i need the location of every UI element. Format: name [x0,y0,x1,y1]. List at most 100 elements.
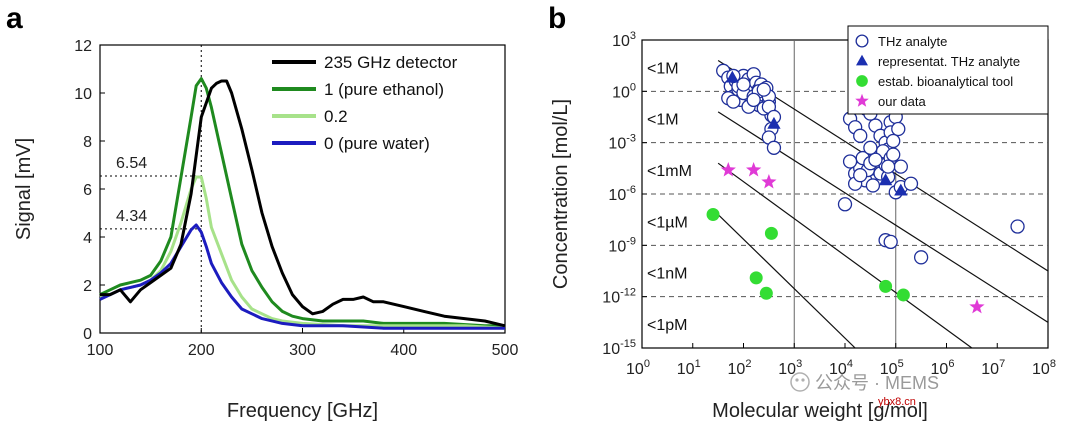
data-point [720,162,736,177]
y-tick-label: 10-6 [608,184,636,204]
data-point [913,250,929,265]
annotation-label: 4.34 [116,208,147,225]
diagonal-line [717,214,856,348]
data-point [766,140,782,155]
watermark-icon-dot [801,378,805,382]
x-axis-label: Frequency [GHz] [227,400,378,422]
legend-label: 1 (pure ethanol) [324,80,444,99]
data-point [883,234,898,250]
y-tick-label: 10-12 [602,287,636,307]
data-point [880,159,896,174]
x-tick-label: 106 [931,358,955,378]
y-tick-label: 103 [612,30,636,50]
data-point [837,197,853,212]
panel-label-a: a [6,2,23,35]
data-point [759,286,773,300]
concentration-label: <1M [647,112,679,129]
chart-a: 100 200 300 400 500 0 2 4 6 8 10 12 Frequency [GHz] S… [13,38,518,422]
data-point [896,288,910,302]
x-tick-label: 300 [289,342,316,359]
data-point [879,279,893,293]
data-point [725,70,739,83]
data-point [761,174,777,189]
x-tick-label: 400 [390,342,417,359]
watermark-text: 公众号 · MEMS [815,373,939,393]
x-tick-label: 200 [188,342,215,359]
series-line [100,79,506,328]
panel-label-b: b [548,2,566,35]
legend-marker [855,34,869,48]
data-point [853,168,868,183]
x-tick-label: 100 [626,358,650,378]
y-tick-label: 12 [74,38,92,55]
legend-label: representat. THz analyte [878,54,1020,69]
data-point [891,121,906,137]
data-point [1010,219,1025,234]
legend-marker [855,93,869,107]
data-point [767,116,781,129]
data-point [764,226,778,240]
legend-label: estab. bioanalytical tool [878,74,1013,89]
data-point [706,208,720,222]
y-tick-label: 6 [83,182,92,199]
y-tick-label: 100 [612,81,636,101]
x-tick-label: 107 [981,358,1005,378]
y-tick-label: 10 [74,86,92,103]
data-point [894,183,908,196]
data-point [746,92,761,108]
watermark-icon [790,372,810,392]
y-tick-label: 2 [83,278,92,295]
x-tick-label: 102 [728,358,752,378]
data-point [863,140,878,155]
legend-label: our data [878,94,926,109]
data-point [726,94,741,109]
legend-marker [856,54,868,66]
legend-marker [856,75,868,87]
data-point [969,298,985,314]
data-point [746,162,762,177]
data-point [749,271,763,285]
y-tick-label: 4 [83,230,92,247]
y-axis-label: Concentration [mol/L] [550,99,572,289]
legend-label: 0.2 [324,107,348,126]
data-point [868,152,883,167]
data-point [878,173,893,186]
watermark-site: ybx8.cn [878,396,916,408]
y-tick-label: 10-15 [602,338,636,358]
data-point [842,154,858,169]
series-line [99,77,505,328]
y-axis-label: Signal [mV] [13,138,35,240]
x-tick-label: 101 [677,358,701,378]
legend-label: 235 GHz detector [324,53,458,72]
x-tick-label: 100 [87,342,114,359]
legend-box [847,25,1049,115]
chart-b: 100 101 102 103 104 105 106 107 108 10-15 10-12 10-… [550,25,1056,422]
x-axis-label: Molecular weight [g/mol] [712,400,928,422]
data-point [886,133,901,149]
diagonal-line [717,162,973,348]
data-point [853,128,868,143]
x-tick-label: 103 [778,358,802,378]
x-tick-label: 108 [1032,358,1056,378]
x-tick-label: 104 [829,358,853,378]
legend-label: THz analyte [878,34,947,49]
y-tick-label: 10-9 [608,235,636,255]
legend-label: 0 (pure water) [324,134,430,153]
data-point [903,176,919,191]
y-tick-label: 8 [83,134,92,151]
data-point [865,178,881,193]
series-line [99,223,505,330]
concentration-label: <1nM [647,266,687,283]
watermark-icon-dot [795,378,799,382]
x-tick-label: 500 [492,342,519,359]
data-point [886,147,901,162]
data-point [893,159,908,174]
x-tick-label: 105 [880,358,904,378]
concentration-label: <1pM [647,317,687,334]
data-point [736,77,751,92]
y-tick-label: 10-3 [608,133,636,153]
y-tick-label: 0 [83,326,92,343]
concentration-label: <1µM [647,214,688,231]
